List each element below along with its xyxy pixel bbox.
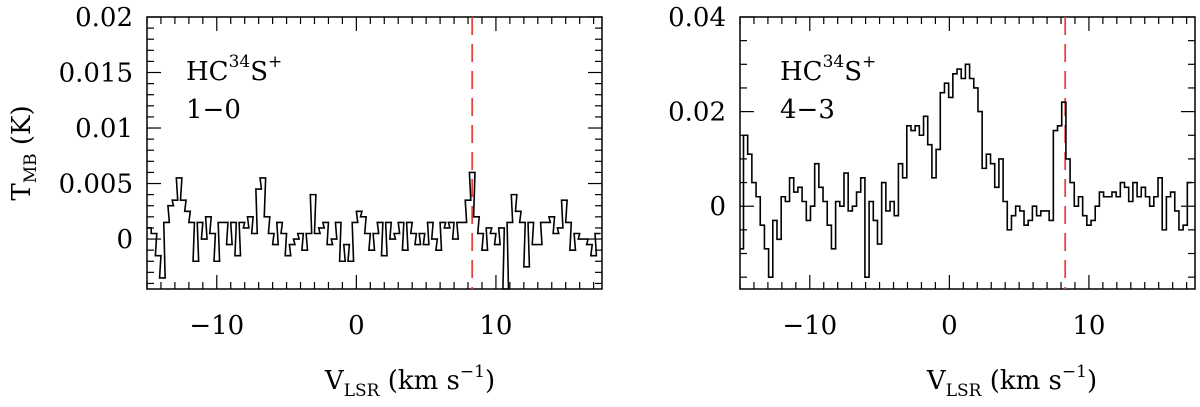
y-axis-label-left: TMB (K) xyxy=(7,105,41,200)
xlabel-sup-left: −1 xyxy=(460,362,485,382)
panel-label-right: HC34S+ xyxy=(780,52,876,87)
xlabel-unit-left: (km s xyxy=(379,366,459,396)
ticks-left xyxy=(146,16,602,289)
panel-transition-right: 4−3 xyxy=(780,95,835,125)
spectrum-line-left xyxy=(147,171,601,290)
y-tick-label: 0.005 xyxy=(59,170,133,200)
y-tick-label: 0 xyxy=(709,192,726,222)
label-species-right: HC xyxy=(780,57,823,87)
label-isotope-left: 34 xyxy=(229,52,251,72)
ytick-labels-left: 0 0.005 0.01 0.015 0.02 xyxy=(59,3,133,255)
y-tick-label: 0.02 xyxy=(75,3,133,33)
xlabel-sub-left: LSR xyxy=(344,381,381,401)
ylabel-main: T xyxy=(7,183,37,201)
panel-right: 00.020.04 −10 0 10 HC34S+ 4−3 VLSR (km s−1… xyxy=(668,3,1196,401)
label-charge-left: + xyxy=(268,52,282,72)
y-tick-label: 0.04 xyxy=(668,3,726,33)
x-axis-label-left: VLSR (km s−1) xyxy=(324,362,495,401)
label-isotope-right: 34 xyxy=(823,52,845,72)
y-tick-label: 0.01 xyxy=(75,114,133,144)
plot-frame-left xyxy=(146,16,603,290)
x-tick-label: 0 xyxy=(348,311,365,341)
x-axis-label-right: VLSR (km s−1) xyxy=(926,362,1097,401)
ytick-labels-right: 0 0.02 0.04 xyxy=(668,3,726,222)
x-tick-label: −10 xyxy=(782,311,837,341)
y-tick-label: 0 xyxy=(116,225,133,255)
xlabel-close-left: ) xyxy=(485,366,495,396)
y-tick-label: 0.02 xyxy=(668,98,726,128)
ylabel-sub: MB xyxy=(21,153,41,183)
label-species-left: HC xyxy=(186,57,229,87)
ticks-right xyxy=(739,16,1195,289)
xtick-labels-left: −10 0 10 xyxy=(189,311,512,341)
x-tick-label: 10 xyxy=(479,311,512,341)
label-charge-right: + xyxy=(862,52,876,72)
panel-transition-left: 1−0 xyxy=(186,95,241,125)
xlabel-close-right: ) xyxy=(1087,366,1097,396)
xlabel-unit-right: (km s xyxy=(981,366,1061,396)
xlabel-sub-right: LSR xyxy=(946,381,983,401)
xlabel-main-right: V xyxy=(926,366,947,396)
panel-left: 0 0.005 0.01 0.015 0.02 −10 0 10 HC34S+ 1−0 TM… xyxy=(7,3,603,401)
x-tick-label: −10 xyxy=(189,311,244,341)
xtick-labels-right: −10 0 10 xyxy=(782,311,1105,341)
xlabel-main-left: V xyxy=(324,366,345,396)
panel-label-left: HC34S+ xyxy=(186,52,282,87)
label-species-s-left: S xyxy=(250,57,268,87)
label-species-s-right: S xyxy=(844,57,862,87)
x-tick-label: 10 xyxy=(1072,311,1105,341)
y-tick-label: 0.015 xyxy=(59,59,133,89)
x-tick-label: 0 xyxy=(941,311,958,341)
spectrum-line-right xyxy=(740,63,1192,278)
xlabel-sup-right: −1 xyxy=(1062,362,1087,382)
plot-frame-right xyxy=(739,16,1196,290)
ylabel-unit: (K) xyxy=(7,105,37,153)
